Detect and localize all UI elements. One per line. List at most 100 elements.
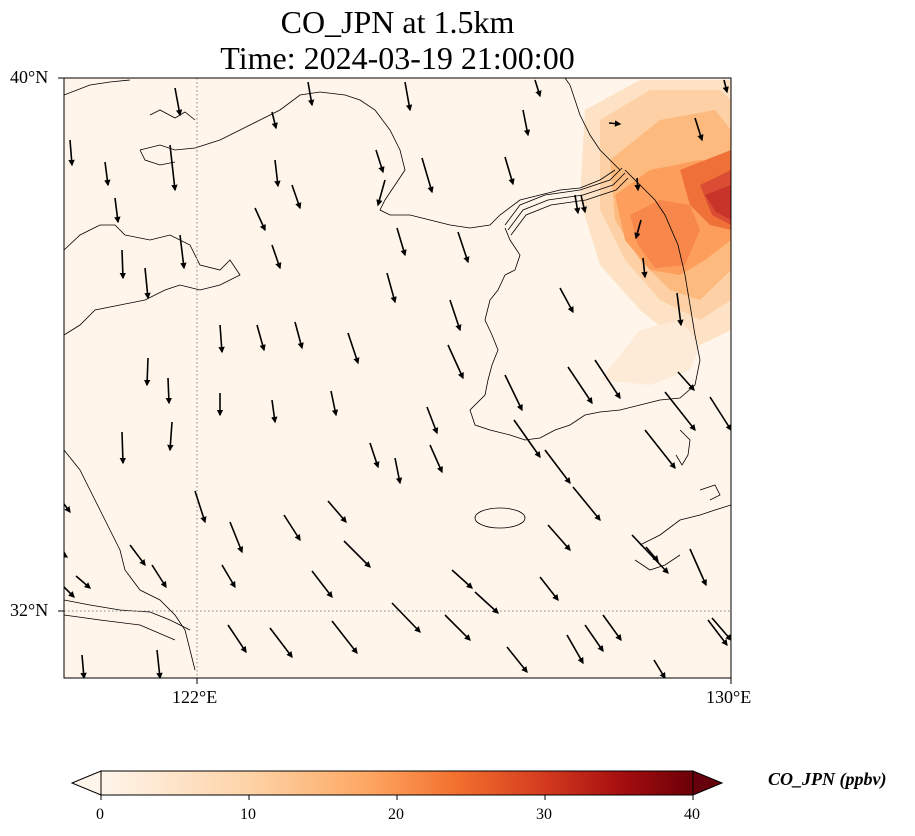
wind-vector-arrow (677, 371, 695, 391)
wind-vector-arrow (566, 634, 584, 665)
wind-vector-arrow (426, 406, 439, 435)
wind-vector-arrow (457, 231, 470, 264)
gridlines (64, 78, 731, 678)
map-title: CO_JPN at 1.5km (280, 4, 515, 40)
wind-vector-arrow (631, 534, 669, 574)
wind-vector-arrow (506, 646, 528, 673)
wind-vector-arrow (447, 344, 464, 380)
lat-label-40n: 40°N (10, 67, 49, 87)
wind-vector-arrow (291, 184, 302, 210)
wind-vector-arrow (80, 654, 87, 678)
wind-vector-arrow (504, 374, 523, 412)
colorbar-tick-40: 40 (684, 806, 700, 823)
wind-vector-arrow (64, 503, 71, 514)
wind-vector-arrow (271, 399, 278, 424)
wind-vector-arrow (722, 79, 729, 94)
wind-vector-arrow (634, 177, 641, 192)
wind-vector-arrow (343, 540, 371, 568)
wind-vector-arrow (330, 390, 339, 417)
wind-vector-arrow (119, 431, 127, 465)
wind-vector-arrow (167, 421, 174, 452)
wind-vector-arrow (534, 79, 542, 98)
wind-vector-arrow (376, 179, 386, 207)
wind-vector-arrow (64, 586, 75, 598)
wind-vector-arrow (645, 546, 659, 562)
wind-vector-arrow (544, 449, 571, 485)
wind-vector-arrow (709, 396, 731, 432)
wind-vector-arrow (580, 194, 587, 214)
wind-vector-arrow (294, 321, 304, 350)
wind-vector-arrow (664, 391, 696, 432)
wind-vector-arrow (641, 257, 648, 279)
map-subtitle: Time: 2024-03-19 21:00:00 (220, 40, 575, 76)
wind-vector-arrow (169, 144, 178, 192)
wind-vector-arrow (143, 357, 151, 387)
wind-vector-arrow (694, 117, 704, 142)
wind-vector-arrow (584, 624, 604, 653)
wind-vector-arrow (504, 156, 515, 186)
wind-vector-arrow (271, 244, 282, 270)
wind-vector-arrow (369, 442, 380, 469)
colorbar-tick-10: 10 (240, 806, 256, 823)
wind-vector-arrow (547, 524, 571, 551)
wind-vector-arrow (165, 377, 172, 405)
colorbar-tick-0: 0 (96, 806, 104, 823)
wind-vector-arrow (144, 267, 151, 300)
wind-vector-arrow (449, 299, 462, 332)
wind-vector-arrow (386, 272, 397, 304)
wind-vectors (64, 79, 731, 678)
colorbar-gradient (100, 770, 694, 796)
wind-vector-arrow (608, 120, 622, 127)
wind-vector-arrow (522, 109, 531, 137)
wind-vector-arrow (391, 602, 421, 633)
wind-vector-arrow (474, 591, 499, 614)
wind-vector-arrow (283, 514, 301, 542)
wind-vector-arrow (331, 620, 358, 655)
wind-vector-arrow (396, 227, 407, 257)
wind-vector-arrow (274, 159, 281, 188)
lon-label-122e: 122°E (172, 687, 218, 707)
wind-vector-arrow (707, 619, 728, 647)
wind-vector-arrow (129, 544, 146, 567)
wind-vector-arrow (218, 324, 225, 354)
wind-vector-arrow (676, 292, 684, 327)
wind-vector-arrow (394, 457, 403, 485)
wind-vector-arrow (256, 324, 266, 352)
wind-vector-arrow (574, 194, 581, 215)
wind-vector-arrow (653, 659, 666, 678)
wind-vector-arrow (347, 332, 360, 365)
wind-vector-arrow (75, 575, 91, 589)
map-frame (63, 77, 732, 679)
wind-vector-arrow (254, 207, 266, 232)
wind-vector-arrow (156, 649, 163, 678)
wind-vector-arrow (375, 149, 385, 174)
wind-vector-arrow (513, 419, 541, 459)
wind-vector-arrow (567, 366, 593, 405)
wind-vector-arrow (271, 111, 278, 130)
wind-vector-arrow (194, 490, 207, 524)
wind-vector-arrow (307, 81, 315, 107)
wind-vector-arrow (227, 624, 247, 654)
wind-vector-arrow (602, 614, 622, 642)
wind-vector-arrow (421, 157, 434, 194)
wind-vector-arrow (594, 359, 621, 400)
wind-vector-arrow (689, 548, 707, 587)
coastlines (64, 78, 731, 671)
wind-vector-arrow (311, 570, 333, 599)
colorbar (70, 770, 724, 800)
colorbar-extend-min (70, 770, 102, 796)
colorbar-extend-max (692, 770, 724, 796)
wind-vector-arrow (269, 627, 293, 659)
lat-label-32n: 32°N (10, 600, 49, 620)
wind-vector-arrow (119, 249, 127, 280)
wind-vector-arrow (114, 197, 121, 224)
wind-vector-arrow (444, 614, 471, 641)
lon-label-130e: 130°E (706, 687, 752, 707)
colorbar-tick-30: 30 (536, 806, 552, 823)
wind-vector-arrow (711, 617, 731, 641)
wind-vector-arrow (539, 576, 559, 602)
tick-marks (58, 77, 732, 684)
wind-vector-arrow (104, 161, 111, 187)
colorbar-title: CO_JPN (ppbv) (768, 769, 887, 789)
